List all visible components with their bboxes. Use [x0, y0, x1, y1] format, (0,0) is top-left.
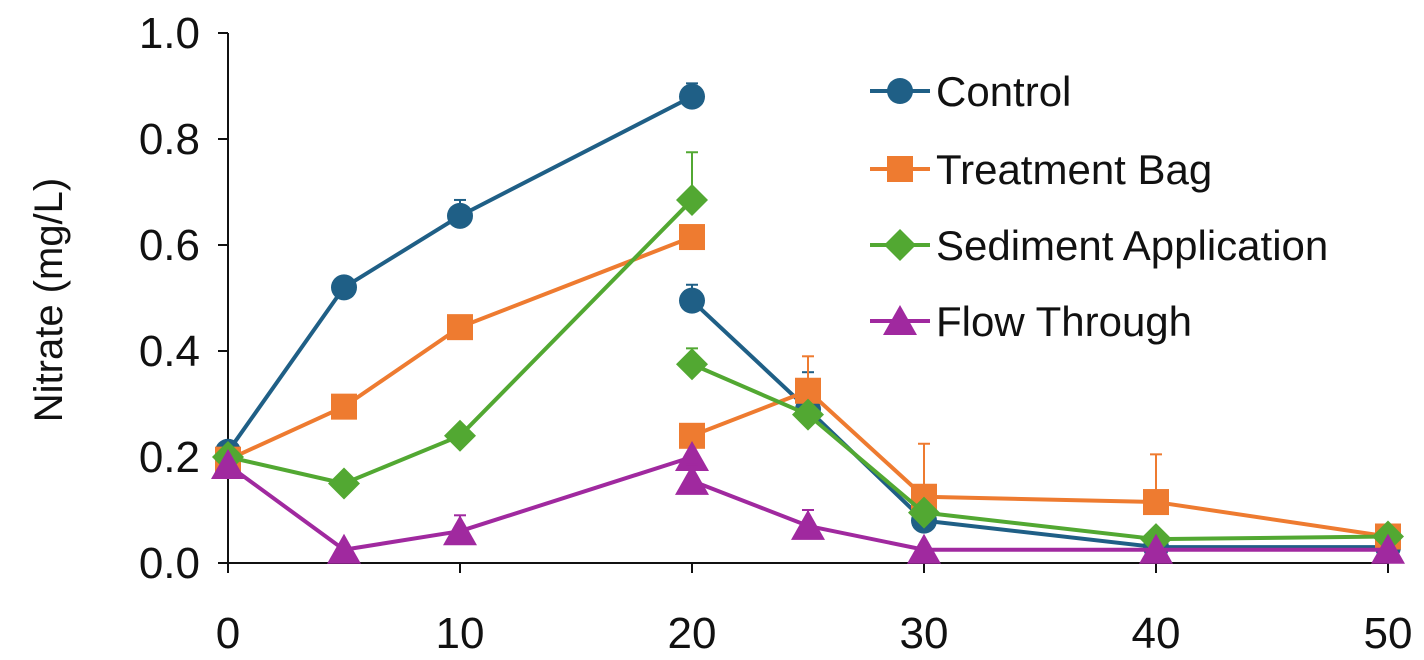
data-point	[676, 183, 708, 216]
series-control	[215, 82, 1401, 561]
series-sediment-application	[212, 151, 1404, 556]
data-point	[679, 287, 705, 314]
data-point	[675, 464, 709, 495]
data-point	[676, 348, 708, 381]
y-tick-label: 0.6	[139, 221, 200, 270]
x-tick-label: 10	[436, 609, 485, 658]
axes: 0.0 0.2 0.4 0.6 0.8 1.0 0 10 20 30 40 50	[139, 9, 1413, 658]
data-point	[447, 314, 473, 341]
data-point	[908, 496, 940, 529]
series-line	[227, 198, 694, 486]
data-point	[1139, 533, 1173, 564]
y-tick-label: 1.0	[139, 9, 200, 58]
legend-marker	[887, 156, 913, 182]
legend-item: Flow Through	[870, 298, 1192, 345]
legend-item: Treatment Bag	[870, 146, 1212, 193]
legend-item: Sediment Application	[870, 222, 1328, 269]
y-tick-label: 0.8	[139, 115, 200, 164]
data-point	[679, 224, 705, 251]
legend-label: Treatment Bag	[936, 146, 1212, 193]
series-line	[227, 235, 693, 462]
x-tick-label: 30	[900, 609, 949, 658]
legend-marker	[884, 229, 916, 261]
series-treatment-bag	[215, 224, 1401, 550]
data-point	[679, 83, 705, 110]
data-point	[447, 202, 473, 229]
data-point	[1143, 489, 1169, 516]
data-point	[1371, 533, 1405, 564]
legend-marker	[883, 305, 917, 335]
data-point	[444, 419, 476, 452]
data-point	[211, 448, 245, 479]
x-tick-label: 0	[216, 609, 240, 658]
y-tick-label: 0.2	[139, 433, 200, 482]
data-point	[675, 441, 709, 471]
series-line	[226, 455, 693, 552]
x-tick-label: 40	[1132, 609, 1181, 658]
legend-marker	[887, 78, 913, 104]
legend-label: Sediment Application	[936, 222, 1328, 269]
series-flow-through	[211, 441, 1405, 564]
data-point	[328, 467, 360, 500]
legend-item: Control	[870, 68, 1071, 115]
series-layer	[211, 82, 1405, 564]
series-line	[226, 94, 693, 453]
data-point	[331, 274, 357, 301]
data-point	[792, 398, 824, 431]
x-tick-label: 50	[1364, 609, 1413, 658]
data-point	[443, 515, 477, 546]
legend-label: Flow Through	[936, 298, 1192, 345]
data-point	[791, 509, 825, 540]
data-point	[331, 393, 357, 420]
y-tick-label: 0.0	[139, 539, 200, 588]
legend: Control Treatment Bag Sediment Application…	[870, 68, 1328, 345]
legend-label: Control	[936, 68, 1071, 115]
y-axis-title: Nitrate (mg/L)	[27, 178, 71, 423]
y-tick-label: 0.4	[139, 327, 200, 376]
x-tick-label: 20	[668, 609, 717, 658]
data-point	[907, 533, 941, 564]
data-point	[327, 533, 361, 564]
